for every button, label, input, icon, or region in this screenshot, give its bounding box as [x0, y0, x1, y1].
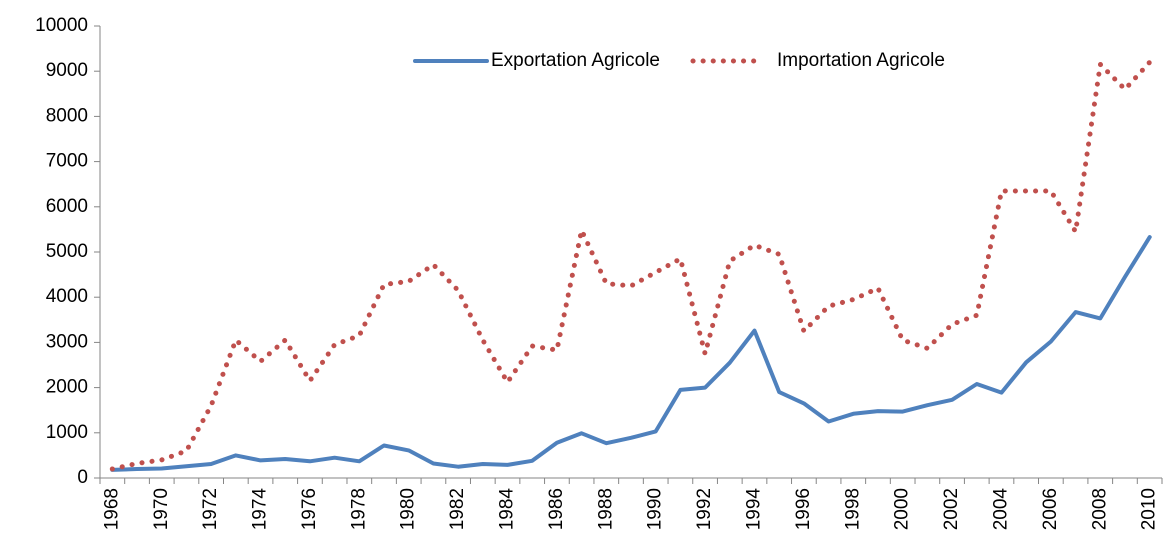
- x-tick-label: 1994: [744, 488, 765, 531]
- y-tick-label: 1000: [46, 422, 88, 443]
- y-tick-label: 9000: [46, 60, 88, 81]
- x-tick-label: 2006: [1040, 488, 1061, 530]
- x-tick-label: 1998: [842, 488, 863, 530]
- x-tick-label: 2010: [1139, 488, 1160, 530]
- y-tick-label: 7000: [46, 151, 88, 172]
- x-tick-label: 2004: [990, 488, 1011, 531]
- x-tick-label: 1990: [645, 488, 666, 530]
- x-tick-label: 1988: [595, 488, 616, 530]
- x-tick-label: 1992: [694, 488, 715, 530]
- x-tick-label: 1978: [348, 488, 369, 530]
- y-tick-label: 6000: [46, 196, 88, 217]
- x-tick-label: 2000: [892, 488, 913, 530]
- y-tick-label: 0: [77, 467, 88, 488]
- x-tick-label: 1984: [497, 488, 518, 531]
- x-tick-label: 2008: [1089, 488, 1110, 530]
- x-tick-label: 1980: [398, 488, 419, 530]
- series-line: [110, 235, 1152, 472]
- y-tick-label: 8000: [46, 105, 88, 126]
- series-line: [109, 59, 1153, 472]
- x-tick-label: 1970: [151, 488, 172, 530]
- x-tick-label: 1972: [200, 488, 221, 530]
- legend-label: Importation Agricole: [777, 50, 945, 71]
- legend-label: Exportation Agricole: [491, 50, 660, 71]
- y-tick-label: 3000: [46, 331, 88, 352]
- y-tick-label: 5000: [46, 241, 88, 262]
- x-tick-label: 2002: [941, 488, 962, 530]
- x-tick-label: 1986: [546, 488, 567, 530]
- x-tick-label: 1982: [447, 488, 468, 530]
- y-tick-label: 10000: [35, 15, 88, 36]
- x-tick-label: 1996: [793, 488, 814, 530]
- x-tick-label: 1968: [101, 488, 122, 530]
- x-tick-label: 1976: [299, 488, 320, 530]
- y-tick-label: 4000: [46, 286, 88, 307]
- y-tick-label: 2000: [46, 377, 88, 398]
- x-tick-label: 1974: [250, 488, 271, 531]
